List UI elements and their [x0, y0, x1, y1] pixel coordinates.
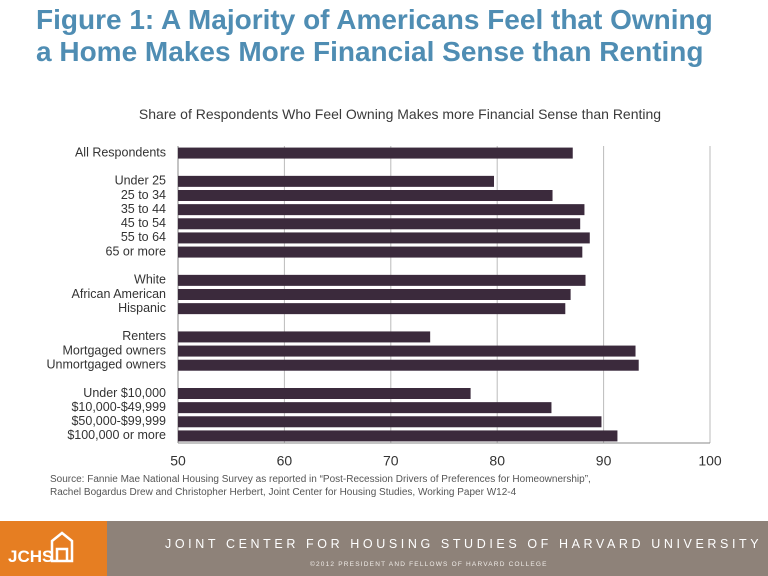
x-tick-label: 70 — [383, 453, 399, 469]
y-tick-label: 35 to 44 — [121, 202, 166, 216]
x-tick-label: 80 — [489, 453, 505, 469]
bar — [178, 218, 581, 230]
logo-text: JCHS — [8, 547, 54, 566]
x-tick-label: 100 — [698, 453, 722, 469]
x-tick-label: 90 — [596, 453, 612, 469]
bar — [178, 430, 618, 442]
bar — [178, 303, 566, 315]
y-tick-label: Mortgaged owners — [62, 343, 166, 357]
y-tick-label: $50,000-$99,999 — [71, 414, 166, 428]
y-tick-label: 25 to 34 — [121, 188, 166, 202]
y-tick-label: 45 to 54 — [121, 216, 166, 230]
slide-title: Figure 1: A Majority of Americans Feel t… — [36, 4, 713, 67]
y-tick-label: $10,000-$49,999 — [71, 400, 166, 414]
bar — [178, 246, 583, 258]
footer-name: JOINT CENTER FOR HOUSING STUDIES OF HARV… — [165, 537, 763, 551]
y-tick-label: Under 25 — [115, 174, 166, 188]
x-tick-label: 60 — [277, 453, 293, 469]
chart-subtitle: Share of Respondents Who Feel Owning Mak… — [138, 106, 662, 122]
bar — [178, 190, 553, 201]
bar — [178, 175, 495, 187]
bar — [178, 345, 636, 357]
y-tick-label: Hispanic — [118, 301, 166, 315]
footer: JCHS JOINT CENTER FOR HOUSING STUDIES OF… — [0, 521, 768, 576]
bar — [178, 359, 639, 371]
y-tick-label: African American — [72, 287, 167, 301]
bar — [178, 232, 590, 244]
y-tick-label: Under $10,000 — [83, 386, 166, 400]
y-tick-label: Unmortgaged owners — [46, 358, 166, 372]
footer-copyright: ©2012 PRESIDENT AND FELLOWS OF HARVARD C… — [310, 561, 548, 568]
y-tick-label: Renters — [122, 329, 166, 343]
logo: JCHS — [0, 521, 107, 576]
y-tick-label: 65 or more — [106, 244, 166, 258]
source-note: Source: Fannie Mae National Housing Surv… — [50, 474, 591, 498]
bar — [178, 274, 586, 286]
logo-icon — [50, 531, 74, 563]
bar — [178, 204, 585, 216]
bar — [178, 402, 552, 414]
bar — [178, 289, 571, 300]
x-tick-label: 50 — [170, 453, 186, 469]
y-tick-label: $100,000 or more — [67, 428, 166, 442]
y-tick-label: 55 to 64 — [121, 230, 166, 244]
y-tick-label: All Respondents — [75, 145, 166, 159]
bar — [178, 331, 431, 343]
bar — [178, 388, 471, 399]
bar — [178, 147, 573, 159]
y-tick-label: White — [134, 273, 166, 287]
bar — [178, 416, 602, 428]
